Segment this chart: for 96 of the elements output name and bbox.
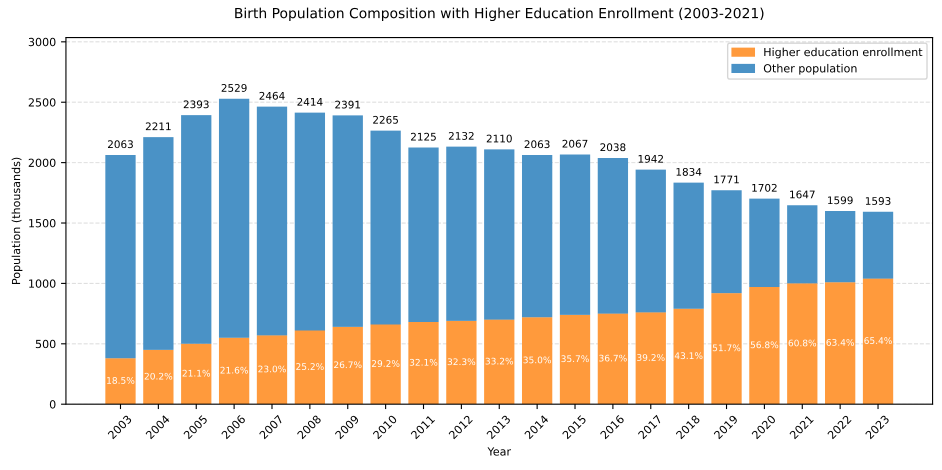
total-label: 1599: [828, 196, 853, 204]
bar: [560, 314, 590, 404]
bar: [825, 211, 856, 282]
annotation: 43.1%: [674, 352, 702, 360]
bar: [408, 322, 439, 404]
annotation: 63.4%: [826, 338, 854, 346]
annotation: 60.8%: [788, 340, 816, 346]
total-label: 2063: [524, 140, 550, 148]
total-label: 1593: [866, 197, 890, 205]
bar: [218, 98, 250, 338]
total-label: 2391: [335, 100, 360, 109]
total-label: 1834: [676, 168, 702, 176]
bar: [636, 170, 666, 312]
y-axis-title: Population (thousands): [12, 158, 22, 284]
bar: [408, 148, 439, 322]
y-tick-label: 2000: [28, 158, 56, 167]
annotation: 65.4%: [864, 337, 892, 344]
annotation: 36.7%: [599, 354, 627, 362]
y-tick-label: 0: [50, 400, 56, 409]
bar: [143, 350, 174, 404]
total-label: 2414: [297, 98, 323, 106]
bar: [598, 314, 628, 404]
bar: [332, 115, 363, 327]
bar: [484, 149, 514, 320]
bar: [256, 106, 288, 336]
bar: [446, 146, 477, 321]
annotation: 21.1%: [182, 370, 210, 377]
y-tick-label: 2500: [28, 98, 56, 107]
bar: [370, 324, 401, 404]
annotation: 51.7%: [712, 344, 740, 352]
bar: [181, 344, 212, 404]
annotation: 32.3%: [448, 358, 476, 366]
annotation: 35.0%: [523, 356, 551, 364]
chart-title: Birth Population Composition with Higher Education Enrollment (2003-2021): [235, 8, 764, 22]
bar: [825, 282, 856, 404]
bar: [446, 320, 477, 404]
bar: [105, 155, 136, 358]
bar: [560, 154, 590, 315]
total-label: 2110: [486, 134, 512, 142]
total-label: 2125: [411, 132, 436, 141]
bar: [787, 205, 818, 284]
bar: [143, 137, 174, 350]
total-label: 2529: [222, 84, 247, 92]
total-label: 2393: [184, 100, 209, 108]
bar: [181, 115, 212, 344]
bar: [711, 293, 742, 404]
annotation: 39.2%: [637, 354, 665, 361]
bar: [105, 358, 136, 404]
bar: [256, 335, 288, 404]
y-tick-label: 500: [36, 340, 56, 348]
total-label: 2265: [373, 116, 398, 124]
total-label: 1771: [714, 176, 739, 184]
bar: [749, 287, 780, 404]
legend-label: Higher education enrollment: [764, 48, 922, 58]
bar: [636, 312, 666, 404]
total-label: 2063: [108, 140, 133, 148]
bar: [522, 317, 552, 404]
bar: [484, 320, 514, 404]
total-label: 1647: [790, 190, 815, 198]
total-label: 1942: [638, 154, 663, 163]
annotation: 21.6%: [220, 366, 248, 374]
annotation: 35.7%: [561, 355, 589, 362]
bar: [294, 330, 326, 404]
total-label: 2067: [562, 140, 588, 148]
annotation: 23.0%: [258, 366, 286, 372]
y-tick-label: 1000: [29, 279, 56, 288]
bar: [522, 155, 552, 318]
legend-label: Other population: [764, 64, 856, 75]
annotation: 20.2%: [144, 372, 172, 380]
bar: [332, 326, 363, 404]
annotation: 18.5%: [107, 377, 134, 384]
annotation: 25.2%: [296, 363, 324, 370]
annotation: 26.7%: [334, 361, 362, 368]
bar: [294, 112, 326, 331]
annotation: 32.1%: [410, 358, 438, 366]
bar: [862, 278, 894, 404]
x-axis-title: Year: [487, 447, 512, 456]
y-tick-label: 3000: [28, 38, 56, 46]
bar: [787, 283, 818, 404]
annotation: 33.2%: [486, 358, 514, 365]
total-label: 2038: [600, 143, 626, 152]
total-label: 1702: [752, 184, 777, 192]
bar: [711, 190, 742, 294]
bar: [749, 198, 780, 288]
bar: [218, 338, 250, 404]
bar: [862, 212, 894, 279]
total-label: 2211: [146, 122, 171, 130]
total-label: 2132: [448, 132, 474, 140]
bar: [673, 182, 704, 309]
bar: [673, 308, 704, 404]
y-tick-label: 1500: [29, 218, 56, 228]
annotation: 56.8%: [750, 341, 778, 348]
annotation: 29.2%: [372, 360, 400, 367]
total-label: 2464: [260, 92, 285, 100]
bar: [598, 158, 628, 314]
bar: [370, 130, 401, 324]
